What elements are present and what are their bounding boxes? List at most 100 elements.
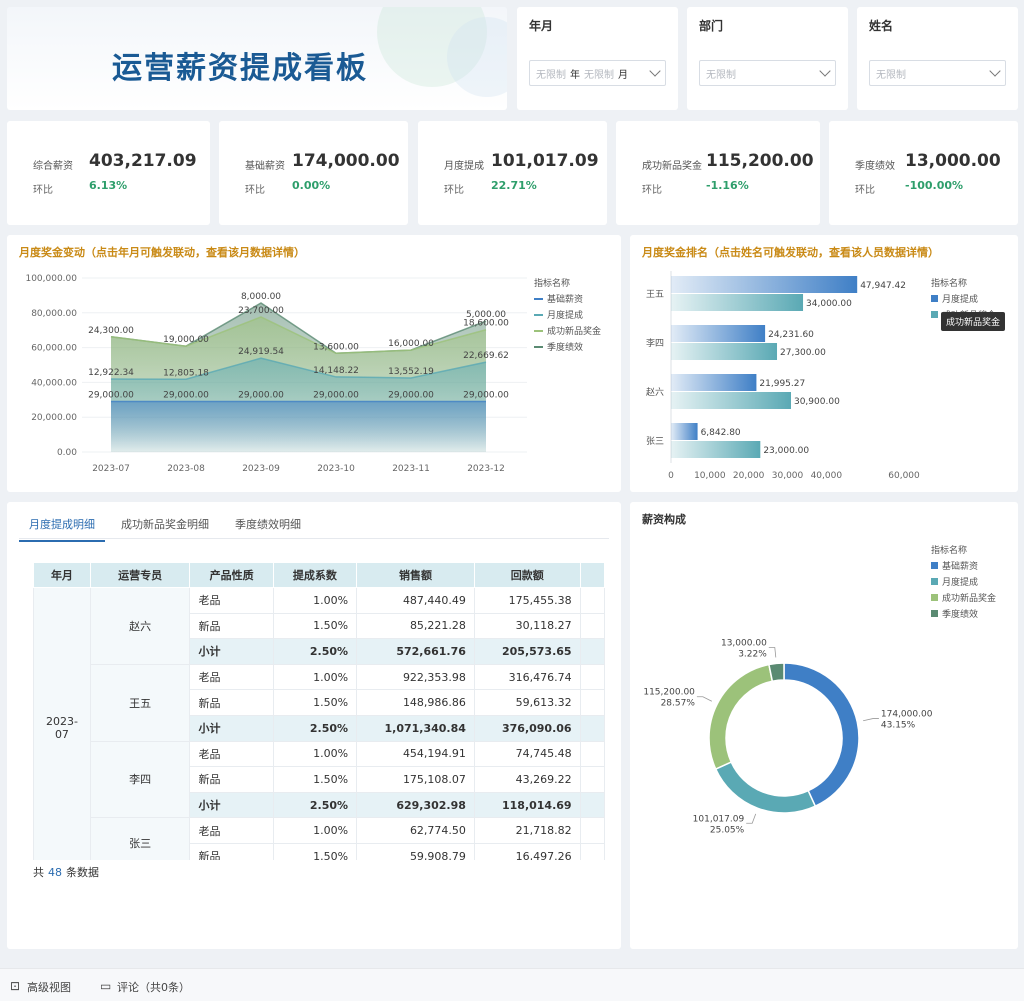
filter-label: 年月: [529, 19, 554, 33]
column-header[interactable]: 回款额: [473, 562, 581, 588]
comment-icon[interactable]: ▭: [100, 979, 112, 993]
yearmonth-select[interactable]: 无限制 年 无限制 月: [529, 60, 666, 86]
table-row[interactable]: 李四 老品 1.00% 454,194.91 74,745.48: [34, 740, 606, 819]
cell-payment: 59,613.32: [473, 689, 581, 716]
table-row[interactable]: 2023-07 赵六 老品 1.00% 487,440.49 175,455.38: [33, 587, 606, 860]
cell-overflow: [579, 766, 606, 793]
cell-sales: 59,908.79: [356, 842, 475, 860]
kpi-label: 成功新品奖金: [642, 161, 702, 172]
horizontal-bar-chart[interactable]: 0 10,000 20,000 30,000 40,000 60,000 王五 47,947.…: [630, 235, 1018, 492]
pie-slice: [708, 663, 774, 771]
kpi-label: 月度提成: [444, 161, 484, 172]
line-series-2: [110, 316, 487, 355]
table-row[interactable]: 新品 1.50% 148,986.86 59,613.32: [34, 689, 606, 716]
data-label: 19,000.00: [163, 335, 209, 345]
view-icon[interactable]: ⊡: [10, 979, 21, 993]
data-label: 29,000.00: [163, 391, 209, 401]
table-row[interactable]: 新品 1.50% 175,108.07 43,269.22: [34, 766, 606, 793]
y-category-label: 李四: [646, 337, 664, 349]
cell-product: 新品: [189, 689, 274, 716]
table-row[interactable]: 王五 老品 1.00% 922,353.98 316,476.74: [34, 663, 606, 742]
cell-product: 老品: [189, 817, 274, 844]
kpi-ring-value: 22.71%: [491, 179, 537, 192]
advanced-view-button[interactable]: 高级视图: [27, 981, 71, 994]
table-subtotal-row[interactable]: 小计 2.50% 629,302.98 118,014.69: [34, 791, 606, 819]
data-label: 22,669.62: [463, 351, 509, 361]
filter-department: 部门 无限制: [687, 7, 848, 110]
row-count: 共 48 条数据: [33, 864, 99, 880]
data-label: 21,995.27: [759, 379, 805, 389]
kpi-card: 成功新品奖金 115,200.00 环比 -1.16%: [616, 121, 820, 225]
table-subtotal-row[interactable]: 小计 2.50% 1,071,340.84 376,090.06: [34, 714, 606, 742]
table-row[interactable]: 新品 1.50% 59,908.79 16,497.26: [34, 842, 606, 860]
cell-sales: 454,194.91: [356, 740, 475, 768]
to-placeholder: 无限制: [584, 69, 614, 81]
x-tick-label: 0: [668, 471, 674, 481]
cell-rate: 1.50%: [272, 842, 358, 860]
detail-table-card: 月度提成明细 成功新品奖金明细 季度绩效明细 年月 运营专员 产品性质 提成系数…: [7, 502, 621, 949]
bar: [671, 276, 858, 293]
column-header[interactable]: 产品性质: [189, 562, 274, 588]
data-label: 24,231.60: [768, 330, 814, 340]
legend-item[interactable]: 基础薪资: [534, 292, 601, 305]
legend-label: 成功新品奖金: [942, 594, 997, 604]
department-select[interactable]: 无限制: [699, 60, 836, 86]
name-select[interactable]: 无限制: [869, 60, 1006, 86]
tab-newproduct-bonus[interactable]: 成功新品奖金明细: [121, 518, 209, 531]
leader-line: [863, 718, 879, 722]
y-tick-label: 100,000.00: [25, 274, 77, 284]
y-category-label: 赵六: [646, 386, 664, 398]
column-header[interactable]: 年月: [33, 562, 91, 588]
y-category-label: 张三: [646, 436, 664, 447]
x-tick-label: 2023-11: [392, 464, 430, 474]
bar: [671, 294, 804, 311]
comments-button[interactable]: 评论（共0条）: [117, 981, 190, 994]
bottom-toolbar: ⊡ 高级视图 ▭ 评论（共0条）: [0, 968, 1024, 1001]
column-header[interactable]: 销售额: [356, 562, 475, 588]
chevron-down-icon[interactable]: [819, 65, 831, 77]
legend-item[interactable]: 月度提成: [931, 292, 996, 305]
kpi-ring-value: 6.13%: [89, 179, 128, 192]
cell-sales: 62,774.50: [356, 817, 475, 844]
tab-quarterly-performance[interactable]: 季度绩效明细: [235, 518, 301, 531]
chevron-down-icon[interactable]: [649, 65, 661, 77]
chevron-down-icon[interactable]: [989, 65, 1001, 77]
data-label: 13,552.19: [388, 367, 434, 377]
x-tick-label: 20,000: [733, 471, 765, 481]
legend-item[interactable]: 季度绩效: [534, 340, 601, 353]
cell-sales: 175,108.07: [356, 766, 475, 793]
cell-payment: 16,497.26: [473, 842, 581, 860]
cell-product: 小计: [189, 638, 274, 665]
kpi-ring-value: 0.00%: [292, 179, 331, 192]
legend-item[interactable]: 基础薪资: [931, 559, 996, 572]
legend-item[interactable]: 成功新品奖金: [534, 324, 601, 337]
table-viewport[interactable]: 月度提成明细 成功新品奖金明细 季度绩效明细 年月 运营专员 产品性质 提成系数…: [7, 502, 621, 860]
cell-product: 老品: [189, 663, 274, 691]
column-header[interactable]: 提成系数: [272, 562, 358, 588]
cell-sales: 629,302.98: [356, 791, 475, 819]
area-chart[interactable]: 100,000.00 80,000.00 60,000.00 40,000.00 20,…: [7, 235, 621, 492]
department-placeholder: 无限制: [706, 69, 736, 81]
leader-line: [696, 696, 712, 702]
table-row[interactable]: 张三 老品 1.00% 62,774.50 21,718.82: [34, 817, 606, 860]
y-tick-label: 0.00: [57, 448, 77, 458]
data-label: 29,000.00: [463, 391, 509, 401]
data-label: 27,300.00: [780, 348, 826, 358]
legend-item[interactable]: 季度绩效: [931, 607, 996, 620]
bar: [671, 374, 757, 391]
from-placeholder: 无限制: [536, 69, 566, 81]
data-label: 34,000.00: [806, 299, 852, 309]
y-category-label: 王五: [646, 289, 664, 300]
table-subtotal-row[interactable]: 小计 2.50% 572,661.76 205,573.65: [34, 638, 606, 665]
legend-item[interactable]: 月度提成: [931, 575, 996, 588]
cell-person: 李四: [89, 740, 191, 819]
data-label: 29,000.00: [238, 391, 284, 401]
legend-item[interactable]: 月度提成: [534, 308, 601, 321]
tab-monthly-commission[interactable]: 月度提成明细: [19, 512, 105, 542]
year-unit: 年: [570, 69, 580, 81]
cell-person: 张三: [89, 817, 191, 860]
legend-item[interactable]: 成功新品奖金: [931, 591, 996, 604]
filter-label: 姓名: [869, 19, 894, 33]
column-header[interactable]: 运营专员: [89, 562, 191, 588]
